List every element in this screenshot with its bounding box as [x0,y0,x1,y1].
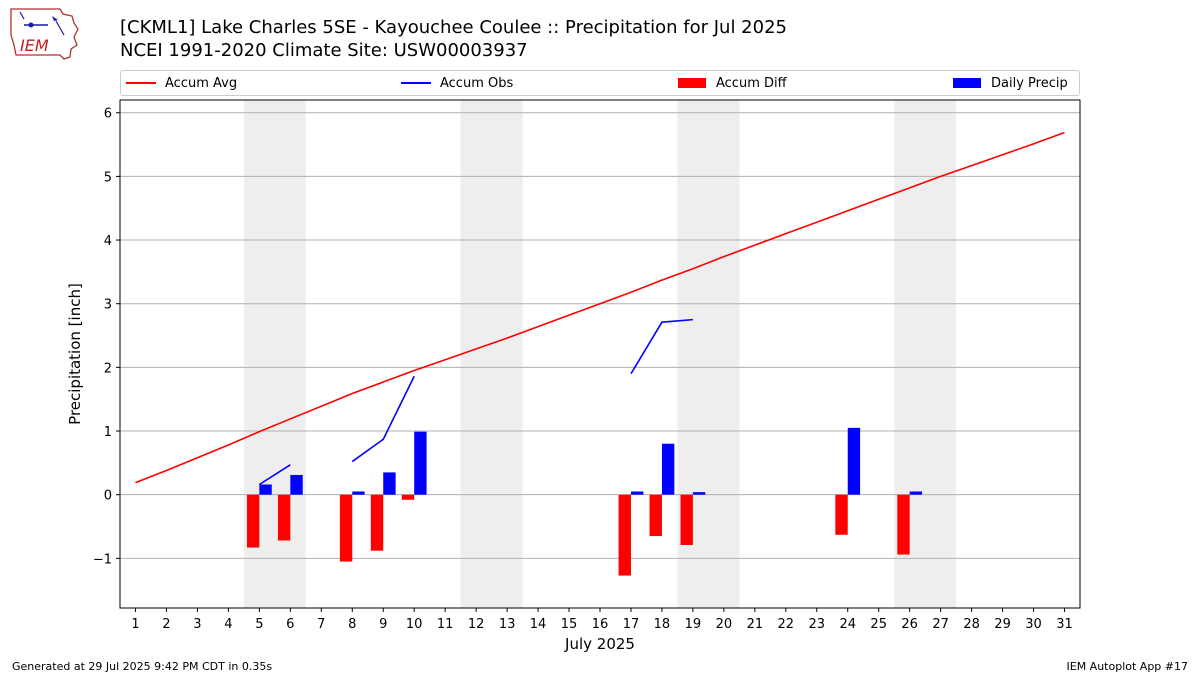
y-tick-label-2: 2 [104,361,112,376]
x-tick-label-16: 16 [592,617,609,632]
y-tick-label-5: 5 [104,170,112,185]
weekend-shading [243,100,957,608]
accum-diff-bar-day-17 [618,494,631,576]
x-axis-label: July 2025 [564,635,635,653]
bar-series [246,427,923,576]
accum-diff-bar-day-26 [897,494,910,555]
plot-frame [119,99,1081,609]
x-tick-label-6: 6 [286,617,294,632]
footer-generated-text: Generated at 29 Jul 2025 9:42 PM CDT in … [12,660,273,673]
x-tick-label-8: 8 [348,617,356,632]
daily-precip-bar-day-19 [692,492,706,495]
x-tick-label-11: 11 [437,617,454,632]
x-tick-label-30: 30 [1025,617,1042,632]
x-axis: 1 2 3 4 5 6 7 8 9 10 11 12 13 14 15 16 17 18 19 20 21 22 23 24 2… [131,608,1073,632]
line-series [135,131,1065,486]
y-axis: −1 0 1 2 3 4 5 6 [93,107,120,567]
x-tick-label-27: 27 [932,617,949,632]
accum-diff-bar-day-8 [339,494,353,562]
weekend-band-4 [894,100,957,608]
y-tick-label-4: 4 [104,234,112,249]
daily-precip-bar-day-17 [630,491,644,495]
x-tick-label-9: 9 [379,617,387,632]
legend-item-accum-obs: Accum Obs [401,71,513,95]
daily-precip-bar-day-26 [909,491,923,495]
legend-swatch-accum-obs [401,82,431,84]
daily-precip-bar-day-6 [290,474,303,495]
weekend-band-2 [460,100,523,608]
x-tick-label-10: 10 [406,617,423,632]
y-tick-label--1: −1 [93,552,112,567]
daily-precip-bar-day-9 [383,472,396,495]
accum-diff-bar-day-10 [401,494,415,500]
legend-label-accum-avg: Accum Avg [165,75,238,91]
x-tick-label-14: 14 [530,617,547,632]
x-tick-label-28: 28 [963,617,980,632]
x-tick-label-15: 15 [561,617,578,632]
legend-swatch-daily-precip [953,78,981,88]
y-tick-label-1: 1 [104,425,112,440]
daily-precip-bar-day-5 [259,484,272,495]
x-tick-label-2: 2 [162,617,170,632]
weekend-band-1 [243,100,306,608]
y-tick-label-3: 3 [104,298,112,313]
x-tick-label-3: 3 [193,617,201,632]
x-tick-label-31: 31 [1056,617,1073,632]
x-tick-label-19: 19 [685,617,702,632]
iem-logo: IEM [10,8,79,60]
accum-diff-bar-day-18 [649,494,662,537]
x-tick-label-5: 5 [255,617,263,632]
weekend-band-3 [677,100,740,608]
x-tick-label-7: 7 [317,617,325,632]
accum-diff-bar-day-6 [277,494,291,541]
daily-precip-bar-day-8 [352,491,365,495]
x-tick-label-25: 25 [870,617,887,632]
y-axis-label: Precipitation [inch] [66,283,84,425]
x-tick-label-26: 26 [901,617,918,632]
accum-diff-bar-day-19 [680,494,693,545]
chart-legend: Accum Avg Accum Obs Accum Diff Daily Pre… [120,70,1080,96]
iem-logo-text: IEM [20,36,49,55]
daily-precip-bar-day-18 [661,443,675,495]
legend-item-daily-precip: Daily Precip [953,71,1068,95]
legend-swatch-accum-avg [126,82,156,84]
accum-diff-bar-day-24 [835,494,848,535]
daily-precip-bar-day-24 [847,427,861,495]
legend-label-accum-diff: Accum Diff [716,75,787,91]
y-tick-label-6: 6 [104,107,112,122]
x-tick-label-1: 1 [131,617,139,632]
x-tick-label-21: 21 [747,617,764,632]
daily-precip-bar-day-10 [414,431,427,495]
x-tick-label-4: 4 [224,617,232,632]
legend-item-accum-diff: Accum Diff [678,71,787,95]
accum-obs-line-segment-1 [258,464,291,486]
x-tick-label-29: 29 [994,617,1011,632]
chart-title: [CKML1] Lake Charles 5SE - Kayouchee Cou… [120,17,787,38]
accum-obs-line-segment-3 [630,318,693,375]
footer-app-text: IEM Autoplot App #17 [1066,660,1189,673]
accum-avg-line [135,131,1065,484]
x-tick-label-24: 24 [839,617,856,632]
y-tick-label-0: 0 [104,489,112,504]
legend-swatch-accum-diff [678,78,706,88]
accum-diff-bar-day-9 [370,494,384,551]
x-tick-label-17: 17 [623,617,640,632]
legend-label-daily-precip: Daily Precip [991,75,1068,91]
legend-item-accum-avg: Accum Avg [126,71,237,95]
x-tick-label-13: 13 [499,617,516,632]
y-gridlines [120,112,1080,559]
x-tick-label-18: 18 [654,617,671,632]
legend-label-accum-obs: Accum Obs [440,75,514,91]
x-tick-label-12: 12 [468,617,485,632]
x-tick-label-22: 22 [778,617,795,632]
accum-obs-line-segment-2 [351,375,415,463]
x-tick-label-20: 20 [716,617,733,632]
chart-subtitle: NCEI 1991-2020 Climate Site: USW00003937 [120,40,528,61]
accum-diff-bar-day-5 [246,494,260,548]
x-tick-label-23: 23 [809,617,826,632]
